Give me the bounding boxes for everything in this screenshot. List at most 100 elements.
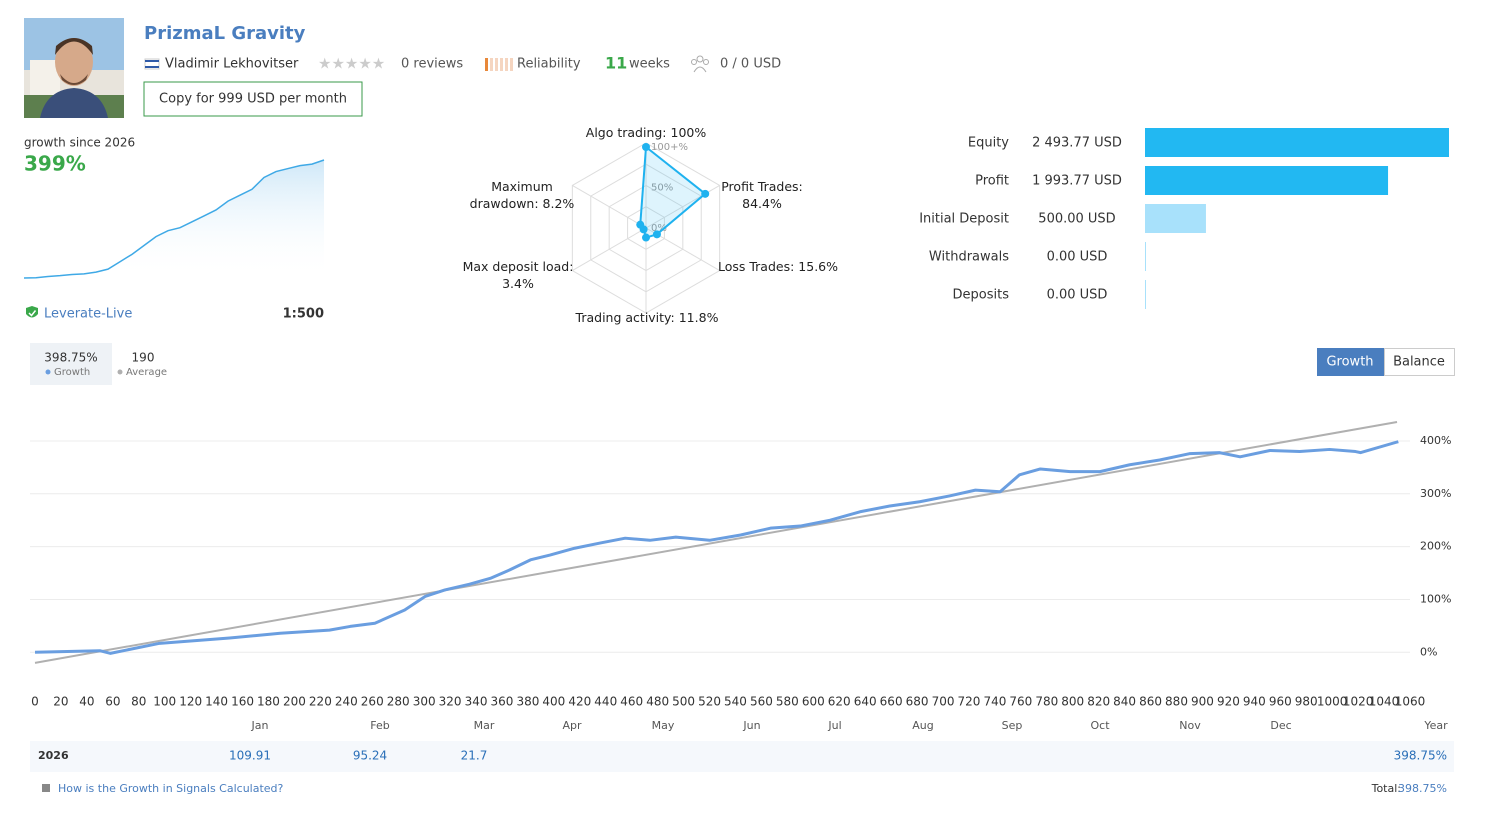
total-label: Total:	[1371, 782, 1401, 795]
x-tick-label: 540	[724, 695, 747, 709]
svg-text:★★★★★: ★★★★★	[318, 55, 385, 73]
x-tick-label: 580	[776, 695, 799, 709]
sparkline-area	[24, 160, 324, 278]
x-tick-label: 940	[1243, 695, 1266, 709]
y-tick-label: 300%	[1420, 487, 1451, 500]
author[interactable]: Vladimir Lekhovitser	[165, 57, 299, 72]
radar-label: Maximum drawdown: 8.2%	[469, 179, 575, 211]
radar-area	[639, 145, 707, 239]
x-tick-label: 880	[1165, 695, 1188, 709]
radar-point	[642, 233, 650, 242]
x-tick-label: 60	[105, 695, 120, 709]
x-tick-label: 100	[153, 695, 176, 709]
line-series	[34, 440, 1399, 655]
x-tick-label: 740	[983, 695, 1006, 709]
broker[interactable]: Leverate-Live	[44, 307, 132, 322]
bar-value-label: 500.00 USD	[1038, 212, 1115, 227]
x-tick-label: 240	[335, 695, 358, 709]
x-tick-label: 180	[257, 695, 280, 709]
x-tick-label: 640	[854, 695, 877, 709]
growth-label: growth since 2026	[24, 136, 135, 150]
broker-icon	[26, 306, 38, 318]
month-label: Nov	[1179, 719, 1201, 732]
bar-label: Deposits	[953, 288, 1010, 303]
x-tick-label: 440	[594, 695, 617, 709]
copy-button[interactable]	[143, 81, 363, 117]
x-tick-label: 400	[542, 695, 565, 709]
month-label: Oct	[1090, 719, 1110, 732]
month-label: Year	[1423, 719, 1448, 732]
y-tick-label: 400%	[1420, 434, 1451, 447]
x-tick-label: 1040	[1369, 695, 1400, 709]
help-link[interactable]: How is the Growth in Signals Calculated?	[58, 782, 284, 795]
reliability: Reliability	[517, 57, 581, 72]
x-tick-label: 680	[906, 695, 929, 709]
x-tick-label: 120	[179, 695, 202, 709]
x-tick-label: 1020	[1343, 695, 1374, 709]
reviews[interactable]: 0 reviews	[401, 57, 463, 72]
x-tick-label: 0	[31, 695, 39, 709]
radar-tick: 0%	[651, 223, 667, 234]
x-tick-label: 340	[465, 695, 488, 709]
radar-point	[642, 143, 650, 151]
title[interactable]: PrizmaL Gravity	[144, 23, 306, 44]
table-cell: 21.7	[461, 749, 488, 763]
x-tick-label: 820	[1087, 695, 1110, 709]
table-year: 2026	[38, 749, 69, 762]
radar-tick: 100+%	[651, 142, 688, 153]
flag	[144, 58, 160, 70]
radar-label: Max deposit load: 3.4%	[462, 259, 574, 291]
x-tick-label: 480	[646, 695, 669, 709]
x-tick-label: 700	[932, 695, 955, 709]
month-label: Feb	[370, 719, 389, 732]
table-cell: 109.91	[229, 749, 271, 763]
x-tick-label: 860	[1139, 695, 1162, 709]
legend-box[interactable]	[30, 343, 112, 385]
y-tick-label: 200%	[1420, 540, 1451, 553]
leverage: 1:500	[283, 307, 324, 322]
radar-label: Loss Trades: 15.6%	[717, 259, 839, 274]
x-tick-label: 260	[361, 695, 384, 709]
subscribers: 0 / 0 USD	[720, 57, 781, 72]
radar-spoke	[572, 185, 647, 229]
month-label: Jan	[251, 719, 269, 732]
x-tick-label: 600	[802, 695, 825, 709]
x-tick-label: 780	[1035, 695, 1058, 709]
stars: ★★★★★	[318, 55, 385, 73]
tab-growth-label[interactable]: Growth	[1326, 355, 1373, 370]
x-tick-label: 720	[958, 695, 981, 709]
x-tick-label: 380	[516, 695, 539, 709]
bar-value-label: 0.00 USD	[1047, 288, 1108, 303]
bar-value-label: 0.00 USD	[1047, 250, 1108, 265]
table-cell: 95.24	[353, 749, 387, 763]
month-label: May	[652, 719, 675, 732]
copy-button-label[interactable]: Copy for 999 USD per month	[159, 92, 347, 107]
tab-growth[interactable]	[1317, 348, 1384, 376]
x-tick-label: 280	[387, 695, 410, 709]
legend-summary: 398.75%	[44, 351, 97, 365]
help-icon	[42, 784, 50, 792]
month-label: Sep	[1002, 719, 1023, 732]
bar-label: Equity	[968, 136, 1009, 151]
tab-balance[interactable]	[1384, 348, 1455, 376]
legend-summary: 190	[132, 351, 155, 365]
subscribers-icon	[691, 55, 709, 73]
month-label: Dec	[1270, 719, 1291, 732]
x-tick-label: 620	[828, 695, 851, 709]
x-tick-label: 500	[672, 695, 695, 709]
tab-balance-label[interactable]: Balance	[1393, 355, 1445, 370]
x-tick-label: 20	[53, 695, 68, 709]
x-tick-label: 660	[880, 695, 903, 709]
y-tick-label: 100%	[1420, 592, 1451, 605]
weeks-label: weeks	[629, 57, 670, 72]
x-tick-label: 980	[1295, 695, 1318, 709]
bar	[1145, 166, 1389, 195]
x-tick-label: 200	[283, 695, 306, 709]
radar-label: Profit Trades: 84.4%	[721, 179, 803, 211]
x-tick-label: 800	[1061, 695, 1084, 709]
x-tick-label: 460	[620, 695, 643, 709]
radar-spoke	[572, 227, 647, 271]
bar-label: Withdrawals	[929, 250, 1009, 265]
x-tick-label: 140	[205, 695, 228, 709]
